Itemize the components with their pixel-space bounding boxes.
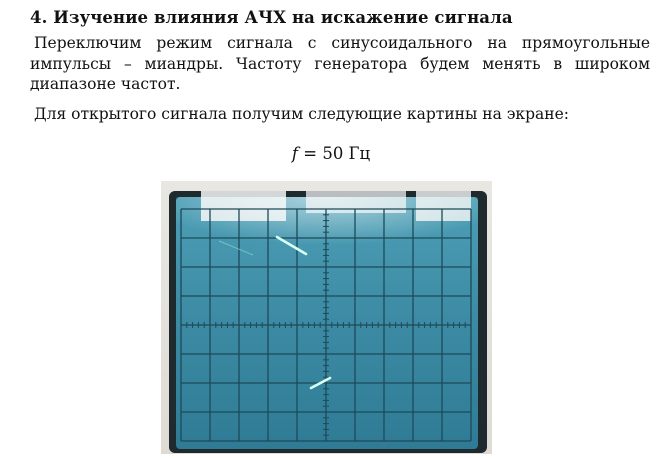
paragraph-intro: Переключим режим сигнала с синусоидально… [30, 34, 650, 93]
graticule [180, 208, 472, 442]
section-heading: 4. Изучение влияния АЧХ на искажение сиг… [30, 8, 513, 27]
frequency-formula: f = 50 Гц [0, 144, 662, 163]
trace-lower [309, 376, 332, 390]
trace-upper-tail [218, 240, 254, 256]
formula-value: = 50 Гц [298, 144, 371, 163]
formula-variable: f [291, 144, 298, 163]
oscilloscope-screen [169, 191, 487, 453]
oscilloscope-photo [161, 181, 492, 454]
trace-upper [275, 235, 308, 256]
paragraph-screen: Для открытого сигнала получим следующие … [34, 105, 570, 123]
